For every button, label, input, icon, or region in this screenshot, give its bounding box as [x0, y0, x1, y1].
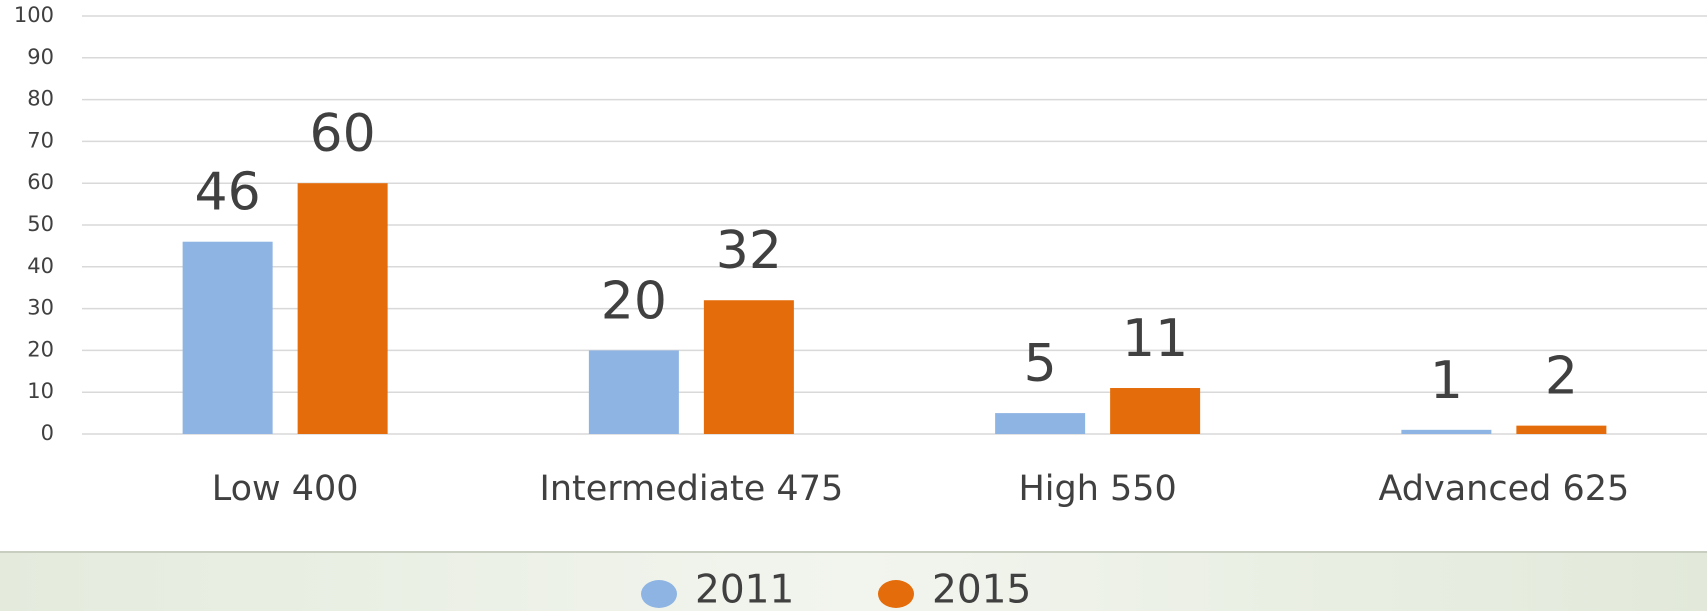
y-tick-label: 60	[27, 170, 54, 194]
legend-label: 2015	[932, 568, 1031, 611]
value-label: 20	[601, 271, 667, 331]
y-tick-label: 20	[27, 337, 54, 361]
y-tick-label: 90	[27, 45, 54, 69]
y-tick-label: 40	[27, 254, 54, 278]
legend-label: 2011	[695, 568, 794, 611]
value-label: 1	[1430, 351, 1463, 411]
value-label: 11	[1122, 309, 1188, 369]
bar	[703, 300, 794, 434]
bar	[1401, 429, 1492, 434]
value-label: 5	[1024, 334, 1057, 394]
value-label: 60	[310, 104, 376, 164]
legend-background	[0, 552, 1707, 611]
value-label: 46	[195, 163, 261, 223]
legend-marker	[878, 580, 914, 608]
value-label: 2	[1545, 347, 1578, 407]
bar	[995, 413, 1086, 434]
y-tick-label: 0	[41, 421, 54, 445]
bar	[1110, 388, 1201, 434]
bar	[297, 183, 388, 434]
y-tick-label: 100	[14, 3, 54, 27]
bar	[588, 350, 679, 434]
bar	[182, 241, 273, 434]
x-tick-label: Advanced 625	[1378, 469, 1629, 509]
y-tick-label: 70	[27, 128, 54, 152]
bar	[1516, 425, 1607, 434]
y-tick-label: 80	[27, 87, 54, 111]
y-tick-label: 10	[27, 379, 54, 403]
y-tick-label: 50	[27, 212, 54, 236]
x-tick-label: Low 400	[212, 469, 359, 509]
legend-marker	[641, 580, 677, 608]
x-tick-label: High 550	[1018, 469, 1176, 509]
y-tick-label: 30	[27, 296, 54, 320]
x-tick-label: Intermediate 475	[540, 469, 844, 509]
value-label: 32	[716, 221, 782, 281]
